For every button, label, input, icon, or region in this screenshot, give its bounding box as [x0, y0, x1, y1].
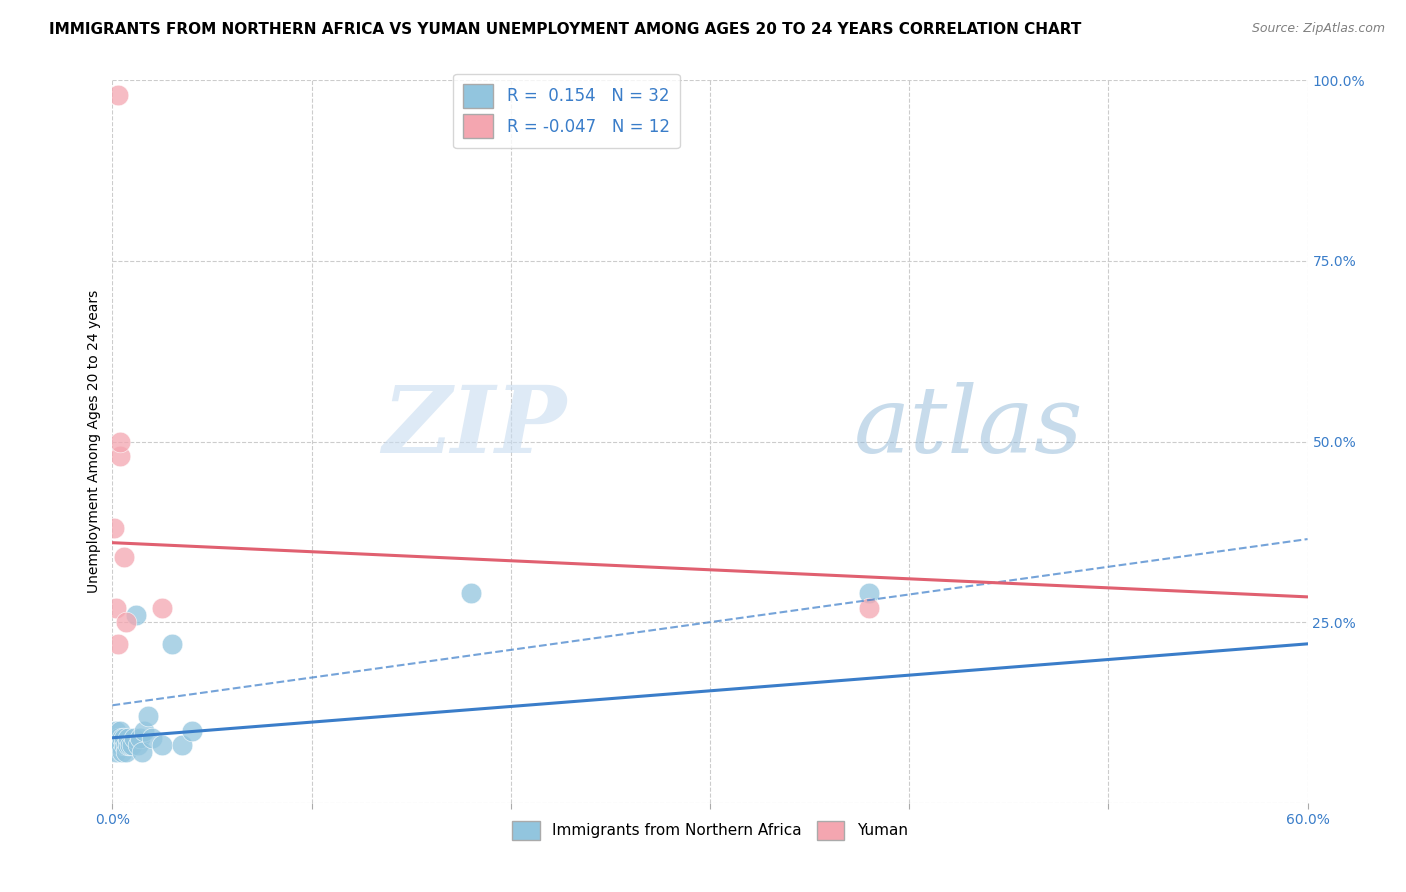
- Point: [103, 738, 125, 752]
- Point: [124, 731, 146, 745]
- Point: [107, 87, 129, 102]
- Point: [121, 738, 143, 752]
- Point: [110, 449, 132, 463]
- Point: [162, 637, 183, 651]
- Point: [150, 738, 173, 752]
- Point: [129, 731, 152, 745]
- Point: [105, 600, 128, 615]
- Point: [107, 738, 129, 752]
- Point: [103, 731, 125, 745]
- Point: [114, 731, 135, 745]
- Text: IMMIGRANTS FROM NORTHERN AFRICA VS YUMAN UNEMPLOYMENT AMONG AGES 20 TO 24 YEARS : IMMIGRANTS FROM NORTHERN AFRICA VS YUMAN…: [49, 22, 1081, 37]
- Point: [131, 745, 153, 759]
- Text: Source: ZipAtlas.com: Source: ZipAtlas.com: [1251, 22, 1385, 36]
- Point: [460, 586, 482, 600]
- Text: atlas: atlas: [853, 382, 1083, 472]
- Point: [858, 586, 880, 600]
- Legend: Immigrants from Northern Africa, Yuman: Immigrants from Northern Africa, Yuman: [506, 815, 914, 846]
- Point: [134, 723, 156, 738]
- Point: [127, 738, 149, 752]
- Point: [115, 738, 138, 752]
- Point: [105, 745, 128, 759]
- Point: [110, 434, 132, 449]
- Point: [150, 600, 173, 615]
- Point: [115, 745, 138, 759]
- Point: [103, 521, 125, 535]
- Point: [125, 607, 148, 622]
- Point: [114, 738, 135, 752]
- Point: [172, 738, 194, 752]
- Point: [858, 600, 880, 615]
- Point: [117, 731, 139, 745]
- Point: [115, 615, 138, 630]
- Point: [107, 637, 129, 651]
- Point: [141, 731, 163, 745]
- Point: [105, 723, 128, 738]
- Point: [114, 550, 135, 565]
- Point: [110, 738, 132, 752]
- Y-axis label: Unemployment Among Ages 20 to 24 years: Unemployment Among Ages 20 to 24 years: [87, 290, 101, 593]
- Point: [107, 731, 129, 745]
- Point: [110, 723, 132, 738]
- Point: [117, 738, 139, 752]
- Point: [111, 745, 134, 759]
- Point: [111, 731, 134, 745]
- Point: [138, 709, 160, 723]
- Text: ZIP: ZIP: [382, 382, 567, 472]
- Point: [120, 738, 142, 752]
- Point: [181, 723, 204, 738]
